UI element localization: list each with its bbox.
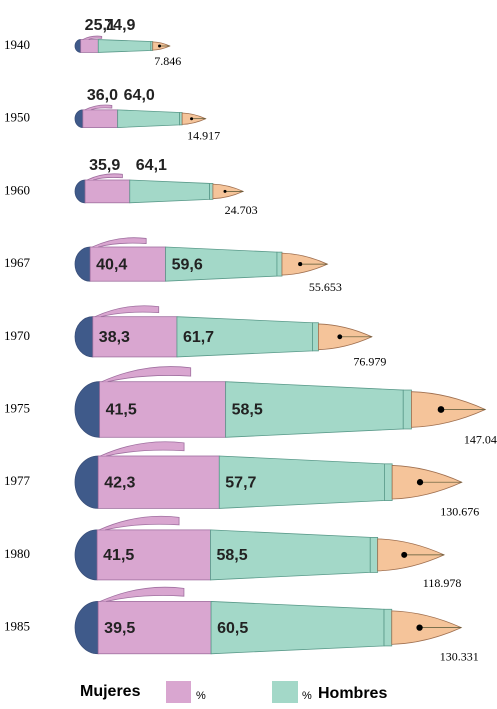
year-label: 1940	[4, 37, 30, 52]
pen	[74, 586, 463, 655]
clip	[100, 586, 185, 602]
value-label: 41,5	[106, 402, 137, 419]
value-label: 64,0	[124, 87, 155, 104]
clip	[91, 237, 147, 248]
value-label: 39,5	[104, 620, 135, 637]
total-label: 24.703	[225, 203, 258, 217]
year-label: 1975	[4, 400, 30, 415]
pen	[74, 104, 207, 128]
pen	[74, 173, 245, 204]
cap	[74, 529, 98, 581]
clip	[86, 173, 123, 181]
clip	[101, 366, 192, 383]
nib-hole	[416, 624, 423, 631]
ring	[383, 608, 393, 647]
pen	[74, 515, 446, 581]
bar	[97, 39, 152, 53]
legend-label: Mujeres	[80, 683, 141, 700]
total-label: 7.846	[154, 54, 181, 68]
cap	[74, 455, 99, 509]
clip	[82, 35, 103, 40]
bar	[82, 109, 119, 128]
cap	[74, 601, 99, 655]
value-label: 38,3	[99, 329, 130, 346]
nib-hole	[190, 117, 194, 121]
value-label: 41,5	[103, 547, 134, 564]
cap	[74, 109, 84, 128]
total-label: 14.917	[187, 129, 220, 143]
ring	[209, 183, 214, 200]
total-label: 55.653	[309, 280, 342, 294]
year-label: 1977	[4, 473, 31, 488]
total-label: 130.331	[440, 650, 479, 664]
nib-hole	[437, 406, 445, 413]
year-label: 1985	[4, 619, 30, 634]
bar	[117, 109, 180, 128]
value-label: 64,1	[136, 157, 167, 174]
year-label: 1980	[4, 546, 30, 561]
bar	[92, 316, 178, 358]
value-label: 58,5	[216, 547, 247, 564]
pen	[74, 305, 373, 358]
total-label: 147.049	[464, 433, 497, 447]
pen	[74, 35, 171, 53]
value-label: 59,6	[172, 256, 203, 273]
value-label: 40,4	[96, 256, 127, 273]
bar	[96, 529, 211, 581]
cap	[74, 381, 101, 438]
value-label: 58,5	[232, 402, 263, 419]
cap	[74, 39, 82, 53]
legend-label: Hombres	[318, 685, 387, 702]
legend-unit: %	[302, 690, 312, 702]
value-label: 74,9	[104, 17, 135, 34]
nib-hole	[401, 551, 408, 558]
value-label: 36,0	[87, 87, 118, 104]
year-label: 1970	[4, 328, 30, 343]
bar	[97, 455, 220, 509]
year-label: 1960	[4, 182, 30, 197]
value-label: 60,5	[217, 620, 248, 637]
ring	[369, 536, 379, 573]
ring	[384, 463, 393, 501]
value-label: 25,1	[85, 17, 116, 34]
value-label: 61,7	[183, 329, 214, 346]
pen	[74, 237, 329, 282]
nib-hole	[298, 262, 303, 267]
ring	[402, 389, 412, 430]
total-label: 76.979	[353, 355, 386, 369]
nib-hole	[223, 189, 227, 193]
legend-swatch	[166, 681, 191, 703]
legend-unit: %	[196, 690, 206, 702]
cap	[74, 246, 91, 282]
legend-swatch	[272, 681, 298, 703]
total-label: 130.676	[440, 504, 479, 518]
nib-hole	[416, 479, 424, 486]
value-label: 42,3	[104, 474, 135, 491]
ring	[312, 322, 319, 352]
bar	[97, 601, 212, 655]
bar	[80, 39, 99, 53]
clip	[84, 104, 113, 111]
year-label: 1967	[4, 255, 31, 270]
year-label: 1950	[4, 110, 30, 125]
value-label: 57,7	[225, 474, 256, 491]
nib-hole	[158, 44, 162, 48]
nib-hole	[337, 334, 343, 340]
cap	[74, 179, 86, 204]
value-label: 35,9	[89, 157, 120, 174]
bar	[129, 179, 210, 204]
pen	[74, 366, 487, 438]
clip	[94, 305, 160, 318]
clip	[98, 515, 180, 531]
ring	[276, 251, 283, 277]
cap	[74, 316, 94, 358]
total-label: 118.978	[423, 576, 462, 590]
bar	[84, 179, 131, 204]
pen	[74, 441, 463, 509]
clip	[100, 441, 185, 457]
